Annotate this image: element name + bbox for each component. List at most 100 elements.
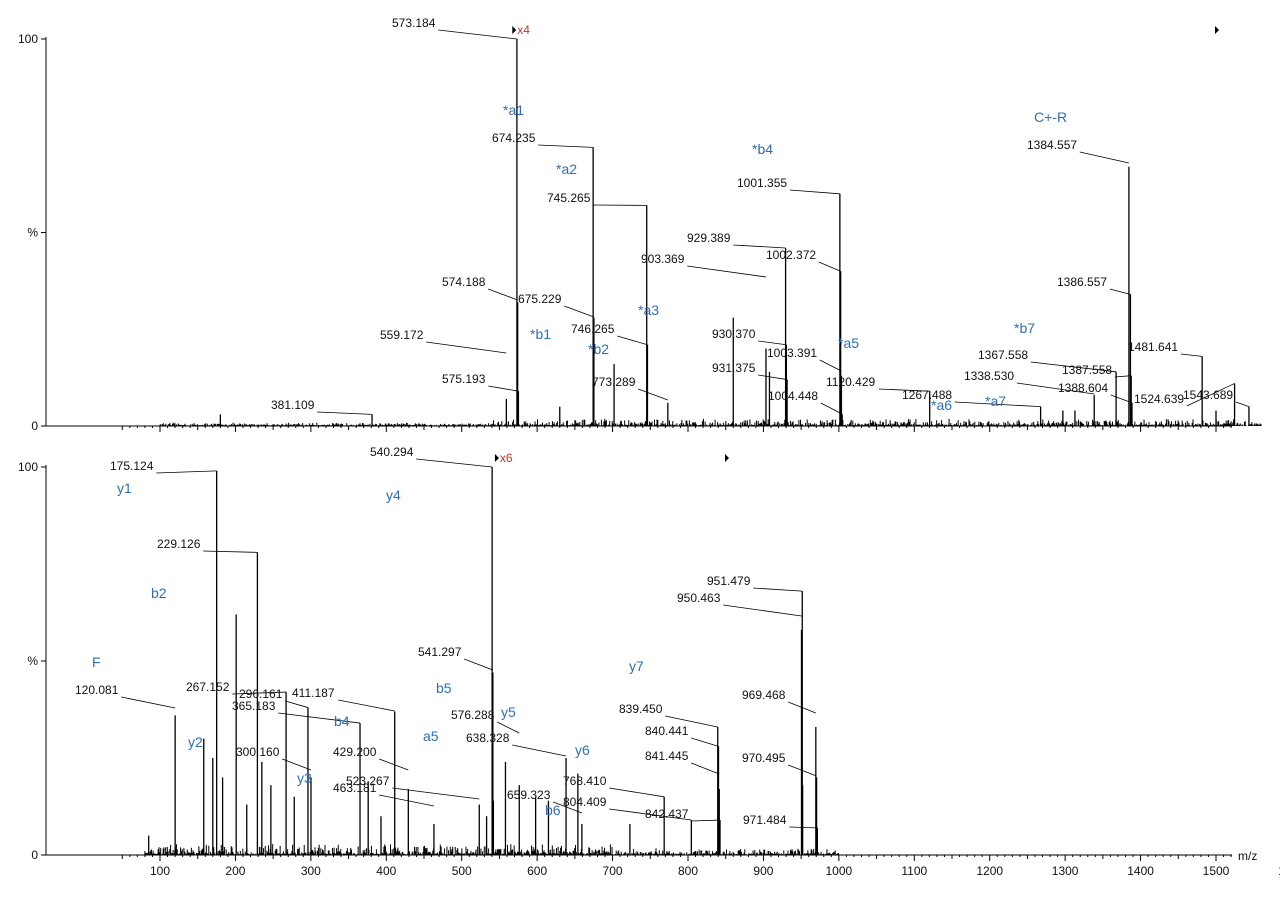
ion-annotation: *b4 xyxy=(752,141,773,157)
peak-label: 745.265 xyxy=(547,191,591,205)
peak-label: 120.081 xyxy=(75,683,119,697)
peak-label: 773.289 xyxy=(592,375,636,389)
peak-leader-line xyxy=(538,144,594,148)
ion-annotation: b5 xyxy=(436,680,452,696)
peak-leader-line xyxy=(317,411,373,415)
peak-label: 659.323 xyxy=(507,788,551,802)
ion-annotation: b6 xyxy=(545,802,561,818)
peak-leader-line xyxy=(1114,375,1132,378)
baseline-noise xyxy=(144,844,840,855)
peak-leader-line xyxy=(416,458,493,468)
peak-leader-line xyxy=(609,808,692,821)
peak-leader-line xyxy=(789,826,818,829)
peak-leader-line xyxy=(278,712,361,724)
ion-annotation: y3 xyxy=(297,770,312,786)
peak-leader-line xyxy=(379,794,435,807)
scale-marker-label: x6 xyxy=(500,451,513,465)
peak-label: 1388.604 xyxy=(1058,381,1108,395)
peak-label: 559.172 xyxy=(380,328,424,342)
peak-label: 970.495 xyxy=(742,751,786,765)
peak-leader-line xyxy=(819,359,842,372)
peak-leader-line xyxy=(691,762,720,775)
peak-leader-line xyxy=(753,587,803,592)
x-tick-label: 800 xyxy=(678,864,698,878)
peak-label: 674.235 xyxy=(492,131,536,145)
peak-label: 929.389 xyxy=(687,231,731,245)
scale-end-marker-icon xyxy=(1215,26,1219,34)
peak-leader-line xyxy=(954,401,1041,408)
peak-leader-line xyxy=(232,691,287,695)
peak-leader-line xyxy=(438,29,517,40)
peak-label: 1481.641 xyxy=(1128,340,1178,354)
ion-annotation: *a1 xyxy=(503,102,524,118)
peak-label: 1002.372 xyxy=(766,248,816,262)
peak-label: 267.152 xyxy=(186,680,230,694)
x-tick-label: 1200 xyxy=(976,864,1003,878)
scale-marker-icon xyxy=(494,454,499,462)
peak-leader-line xyxy=(1186,383,1235,407)
ion-annotation: b2 xyxy=(151,585,167,601)
peak-label: 839.450 xyxy=(619,702,663,716)
ion-annotation: y4 xyxy=(386,487,401,503)
peak-leader-line xyxy=(156,470,217,474)
peak-leader-line xyxy=(1110,394,1133,404)
spectrum-panel-bottom: 0% 100 100 200 300 400 500 600 700 800 900 1000 1100… xyxy=(18,445,1280,878)
peak-label: 951.479 xyxy=(707,574,751,588)
peak-label: 950.463 xyxy=(677,591,721,605)
peak-label: 746.265 xyxy=(571,322,615,336)
peak-leader-line xyxy=(687,265,767,278)
peak-leader-line xyxy=(285,700,309,708)
ion-annotation: y1 xyxy=(117,480,132,496)
y-tick-label: 0 xyxy=(31,848,38,862)
peak-label: 768.410 xyxy=(563,774,607,788)
peak-leader-line xyxy=(121,696,176,709)
spectrum-panel-top: 0% 100 x4 381.109 559.172 573.184 574.188 575.1… xyxy=(18,16,1262,433)
ion-annotation: *b7 xyxy=(1014,320,1035,336)
peak-label: 523.267 xyxy=(346,774,390,788)
peak-leader-line xyxy=(392,787,480,800)
peak-label: 300.160 xyxy=(236,745,280,759)
scale-marker-label: x4 xyxy=(517,23,530,37)
peak-label: 675.229 xyxy=(518,292,562,306)
peak-leader-line xyxy=(488,385,519,392)
peak-leader-line xyxy=(1030,361,1117,373)
peak-leader-line xyxy=(691,819,721,822)
peak-label: 540.294 xyxy=(370,445,414,459)
y-tick-label: % xyxy=(27,654,38,668)
peak-label: 175.124 xyxy=(110,459,154,473)
peak-leader-line xyxy=(733,244,786,249)
peak-leader-line xyxy=(878,388,930,392)
x-tick-label: 500 xyxy=(452,864,472,878)
peak-leader-line xyxy=(1109,288,1131,295)
x-tick-label: 200 xyxy=(225,864,245,878)
ion-annotation: *a7 xyxy=(985,393,1006,409)
ion-annotation: y6 xyxy=(575,742,590,758)
x-axis-label: m/z xyxy=(1238,849,1257,863)
peak-label: 842.437 xyxy=(645,807,689,821)
peak-label: 1003.391 xyxy=(767,346,817,360)
peak-leader-line xyxy=(338,699,395,712)
ion-annotation: *b1 xyxy=(530,326,551,342)
x-tick-label: 600 xyxy=(527,864,547,878)
scale-end-marker-icon xyxy=(725,454,729,462)
x-tick-label: 1600 xyxy=(1278,864,1280,878)
y-tick-label: 100 xyxy=(18,460,38,474)
ion-annotation: y2 xyxy=(188,734,203,750)
ion-annotation: a5 xyxy=(423,728,439,744)
peak-leader-line xyxy=(758,340,787,346)
peak-label: 381.109 xyxy=(271,398,315,412)
peak-label: 638.328 xyxy=(466,731,510,745)
peak-leader-line xyxy=(1235,401,1250,408)
peak-label: 229.126 xyxy=(157,537,201,551)
peak-label: 576.288 xyxy=(451,708,495,722)
ion-annotation: *a3 xyxy=(638,302,659,318)
ion-annotation: *a2 xyxy=(556,161,577,177)
x-tick-label: 900 xyxy=(753,864,773,878)
peak-label: 1120.429 xyxy=(826,375,875,389)
peak-label: 573.184 xyxy=(392,16,436,30)
scale-marker-icon xyxy=(512,26,517,34)
peak-label: 903.369 xyxy=(641,252,685,266)
ion-annotation: *b2 xyxy=(588,341,609,357)
peak-leader-line xyxy=(203,550,258,553)
